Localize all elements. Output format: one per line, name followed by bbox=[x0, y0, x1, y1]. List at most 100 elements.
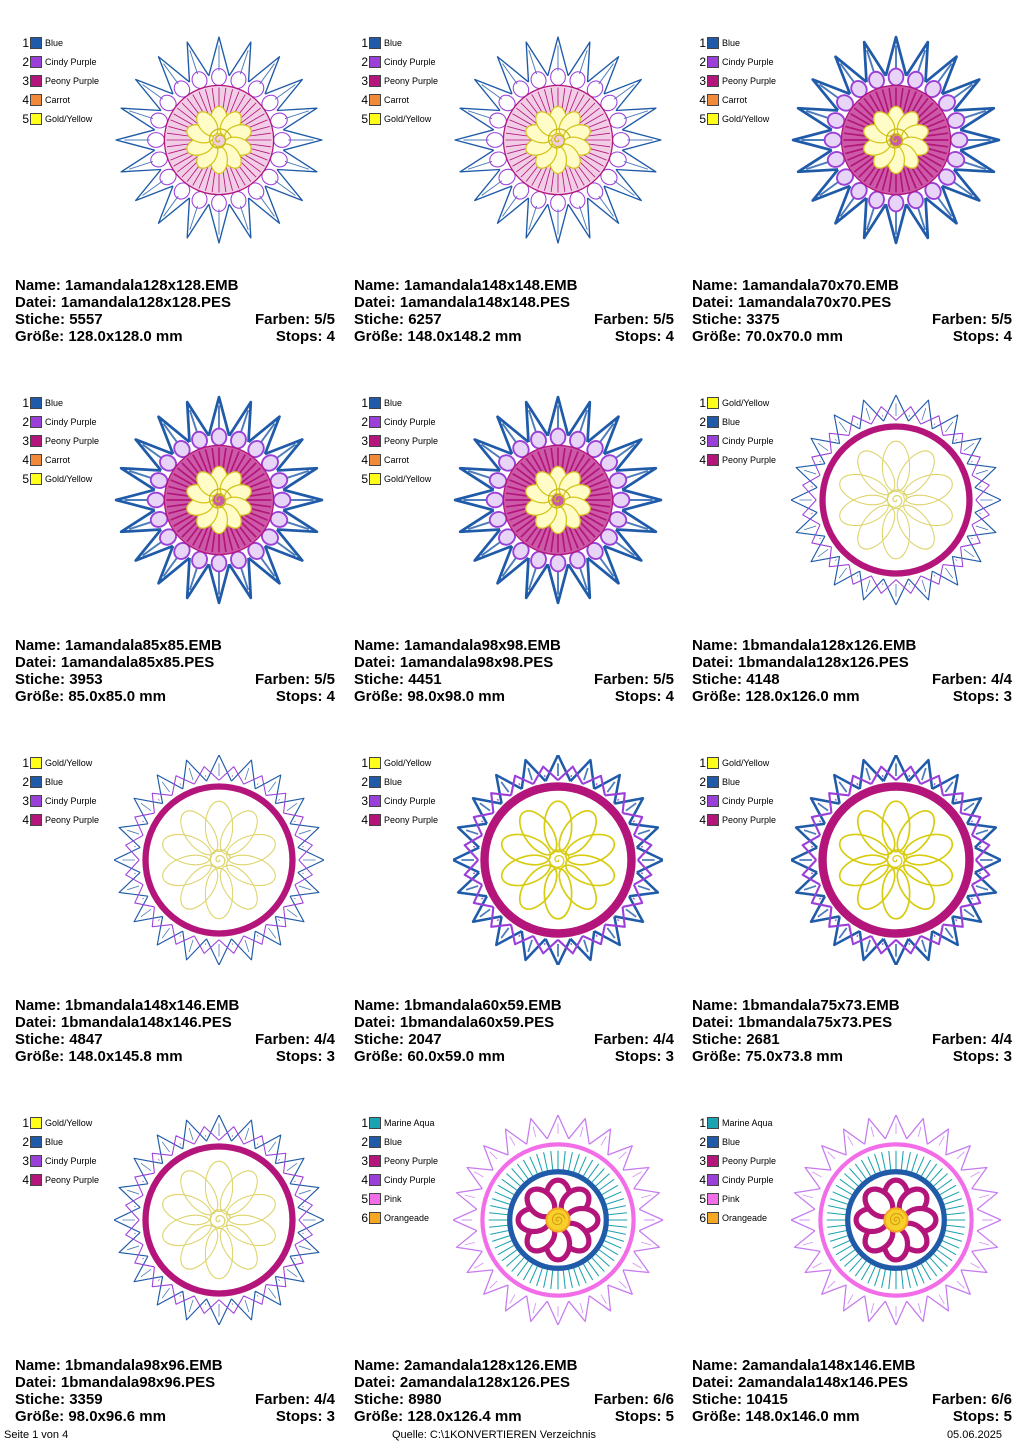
design-card: 1 Blue 2 Cindy Purple 3 Peony Purple 4 Carrot 5 G… bbox=[349, 15, 674, 360]
design-info: Name: 1amandala70x70.EMB Datei: 1amandal… bbox=[692, 277, 1012, 345]
thread-name: Pink bbox=[722, 1193, 740, 1204]
file-label: Datei: bbox=[692, 1374, 734, 1391]
thread-swatch bbox=[369, 36, 381, 49]
design-name: 1amandala98x98.EMB bbox=[404, 637, 561, 654]
thread-swatch bbox=[369, 453, 381, 466]
mandala-preview bbox=[114, 755, 324, 965]
thread-name: Peony Purple bbox=[384, 435, 439, 446]
design-info: Name: 1bmandala98x96.EMB Datei: 1bmandal… bbox=[15, 1357, 335, 1425]
design-name: 1bmandala75x73.EMB bbox=[742, 997, 900, 1014]
mandala-preview bbox=[791, 35, 1001, 245]
thread-name: Peony Purple bbox=[45, 75, 100, 86]
outer-star-ring bbox=[791, 395, 1001, 605]
thread-name: Orangeade bbox=[384, 1212, 430, 1223]
print-date: 05.06.2025 bbox=[946, 1429, 1002, 1441]
spiral bbox=[551, 1213, 566, 1226]
thread-legend: 1 Blue 2 Cindy Purple 3 Peony Purple 4 Carrot 5 G… bbox=[359, 393, 438, 488]
thread-swatch bbox=[369, 813, 381, 826]
stitch-count: 3359 bbox=[69, 1391, 103, 1408]
thread-number: 4 bbox=[699, 1172, 706, 1187]
thread-name: Gold/Yellow bbox=[45, 473, 93, 484]
thread-row: 5 Pink bbox=[359, 1189, 438, 1208]
colors-label: Farben: bbox=[593, 1031, 649, 1048]
thread-swatch bbox=[707, 775, 719, 788]
thread-number: 3 bbox=[22, 1153, 29, 1168]
stop-count: 3 bbox=[326, 1408, 335, 1425]
design-info: Name: 1amandala85x85.EMB Datei: 1amandal… bbox=[15, 637, 335, 705]
mandala-preview bbox=[791, 395, 1001, 605]
stitch-count: 2047 bbox=[408, 1031, 442, 1048]
thread-number: 5 bbox=[361, 111, 368, 126]
thread-row: 1 Blue bbox=[359, 393, 438, 412]
size-label: Größe: bbox=[354, 688, 404, 705]
inner-star-ring bbox=[125, 1126, 313, 1314]
thread-swatch bbox=[707, 415, 719, 428]
thread-number: 3 bbox=[699, 1153, 706, 1168]
thread-swatch bbox=[30, 36, 42, 49]
color-count: 4/4 bbox=[314, 1391, 335, 1408]
thread-name: Blue bbox=[45, 1136, 64, 1147]
file-label: Datei: bbox=[692, 1014, 734, 1031]
thread-row: 5 Gold/Yellow bbox=[359, 469, 438, 488]
design-card: 1 Blue 2 Cindy Purple 3 Peony Purple 4 Carrot 5 G… bbox=[349, 375, 674, 720]
yellow-flower bbox=[525, 465, 591, 535]
design-card: 1 Blue 2 Cindy Purple 3 Peony Purple 4 Carrot 5 G… bbox=[10, 375, 335, 720]
thread-row: 1 Gold/Yellow bbox=[697, 393, 776, 412]
stops-label: Stops: bbox=[952, 1408, 1000, 1425]
thread-number: 4 bbox=[22, 452, 29, 467]
thread-legend: 1 Gold/Yellow 2 Blue 3 Cindy Purple 4 Peony Pur… bbox=[697, 393, 776, 469]
file-label: Datei: bbox=[354, 1374, 396, 1391]
thread-number: 3 bbox=[361, 793, 368, 808]
thread-number: 5 bbox=[361, 471, 368, 486]
thread-number: 1 bbox=[361, 1115, 368, 1130]
stop-count: 4 bbox=[326, 328, 335, 345]
stitch-count: 8980 bbox=[408, 1391, 442, 1408]
thread-row: 1 Blue bbox=[20, 393, 99, 412]
thread-number: 5 bbox=[22, 471, 29, 486]
thread-swatch bbox=[369, 93, 381, 106]
thread-number: 3 bbox=[699, 73, 706, 88]
name-label: Name: bbox=[354, 637, 400, 654]
thread-number: 2 bbox=[22, 54, 29, 69]
colors-label: Farben: bbox=[931, 1031, 987, 1048]
thread-name: Orangeade bbox=[722, 1212, 768, 1223]
size-label: Größe: bbox=[692, 1048, 742, 1065]
thread-name: Blue bbox=[384, 397, 403, 408]
thread-name: Blue bbox=[722, 416, 741, 427]
outer-star-ring bbox=[453, 755, 663, 965]
design-info: Name: 1bmandala60x59.EMB Datei: 1bmandal… bbox=[354, 997, 674, 1065]
mandala-preview bbox=[454, 36, 662, 244]
thread-row: 4 Carrot bbox=[20, 90, 99, 109]
design-card: 1 Gold/Yellow 2 Blue 3 Cindy Purple 4 Peony Pur… bbox=[349, 735, 674, 1080]
design-info: Name: 2amandala148x146.EMB Datei: 2amand… bbox=[692, 1357, 1012, 1425]
thread-number: 1 bbox=[361, 755, 368, 770]
thread-swatch bbox=[707, 396, 719, 409]
color-count: 4/4 bbox=[653, 1031, 674, 1048]
pink-ring bbox=[480, 1142, 636, 1298]
thread-number: 2 bbox=[22, 1134, 29, 1149]
thread-row: 3 Peony Purple bbox=[20, 431, 99, 450]
thread-number: 1 bbox=[22, 755, 29, 770]
thread-number: 1 bbox=[22, 395, 29, 410]
thread-name: Cindy Purple bbox=[722, 795, 774, 806]
thread-number: 3 bbox=[22, 793, 29, 808]
outer-leaf-ring bbox=[454, 36, 662, 244]
yellow-flower bbox=[838, 800, 954, 920]
spiral bbox=[547, 488, 571, 509]
design-size: 98.0x98.0 mm bbox=[407, 688, 505, 705]
thread-name: Peony Purple bbox=[45, 814, 100, 825]
design-file: 1bmandala148x146.PES bbox=[60, 1014, 232, 1031]
size-label: Größe: bbox=[15, 688, 65, 705]
spiral bbox=[208, 488, 232, 509]
thread-swatch bbox=[369, 1154, 381, 1167]
thread-row: 3 Peony Purple bbox=[697, 71, 776, 90]
thread-number: 3 bbox=[22, 73, 29, 88]
thread-row: 3 Peony Purple bbox=[359, 71, 438, 90]
design-name: 1amandala85x85.EMB bbox=[65, 637, 222, 654]
thread-name: Gold/Yellow bbox=[45, 113, 93, 124]
mandala-preview bbox=[114, 1115, 324, 1325]
thread-name: Peony Purple bbox=[45, 435, 100, 446]
size-label: Größe: bbox=[692, 328, 742, 345]
thread-row: 2 Cindy Purple bbox=[20, 52, 99, 71]
stitches-label: Stiche: bbox=[15, 1391, 66, 1408]
